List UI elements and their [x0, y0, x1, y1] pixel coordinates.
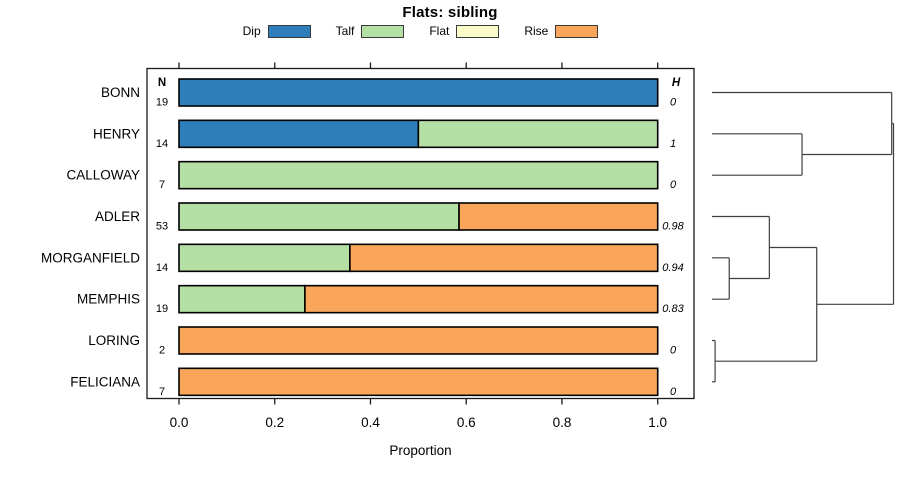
h-value-adler: 0.98 — [662, 220, 684, 232]
bar-segment-morganfield-rise — [349, 243, 659, 273]
x-axis-tick-label: 0.4 — [361, 415, 380, 430]
x-axis-tick-label: 1.0 — [648, 415, 667, 430]
category-label-feliciana: FELICIANA — [70, 374, 140, 389]
x-axis-tick-label: 0.2 — [265, 415, 284, 430]
legend-item-flat: Flat — [429, 24, 500, 38]
h-column-header: H — [672, 77, 681, 89]
h-value-bonn: 0 — [670, 97, 677, 109]
x-axis-title: Proportion — [389, 443, 452, 458]
bar-segment-henry-dip — [178, 119, 420, 149]
n-column-header: N — [158, 77, 166, 89]
legend-swatch — [361, 24, 405, 38]
legend: Dip Talf Flat Rise — [147, 24, 694, 38]
n-value-bonn: 19 — [156, 97, 168, 109]
h-value-memphis: 0.83 — [662, 303, 684, 315]
category-label-henry: HENRY — [93, 126, 140, 141]
bar-segment-memphis-rise — [304, 284, 659, 314]
chart-title: Flats: sibling — [402, 4, 498, 21]
n-value-memphis: 19 — [156, 303, 168, 315]
legend-label: Flat — [429, 24, 450, 38]
bar-segment-calloway-talf — [178, 160, 659, 190]
h-value-calloway: 0 — [670, 179, 677, 191]
category-label-adler: ADLER — [95, 209, 140, 224]
bar-segment-feliciana-rise — [178, 367, 659, 397]
bar-segment-morganfield-talf — [178, 243, 351, 273]
n-value-calloway: 7 — [159, 179, 165, 191]
legend-label: Dip — [242, 24, 261, 38]
category-label-calloway: CALLOWAY — [66, 168, 140, 183]
bar-segment-henry-talf — [417, 119, 659, 149]
x-axis-tick-label: 0.0 — [170, 415, 189, 430]
h-value-loring: 0 — [670, 344, 677, 356]
bar-segment-adler-talf — [178, 202, 460, 231]
bar-segment-loring-rise — [178, 326, 659, 355]
category-label-loring: LORING — [88, 333, 140, 348]
bar-segment-adler-rise — [458, 202, 659, 231]
n-value-henry: 14 — [156, 138, 168, 150]
category-label-memphis: MEMPHIS — [77, 292, 140, 307]
bar-segment-bonn-dip — [178, 78, 659, 107]
n-value-loring: 2 — [159, 344, 165, 356]
legend-item-talf: Talf — [336, 24, 405, 38]
n-value-adler: 53 — [156, 220, 168, 232]
legend-label: Rise — [524, 24, 549, 38]
x-axis-tick-label: 0.6 — [457, 415, 476, 430]
h-value-henry: 1 — [670, 138, 676, 150]
h-value-feliciana: 0 — [670, 386, 677, 398]
category-label-morganfield: MORGANFIELD — [41, 250, 140, 265]
n-value-feliciana: 7 — [159, 386, 165, 398]
legend-swatch — [456, 24, 500, 38]
h-value-morganfield: 0.94 — [662, 262, 683, 274]
legend-label: Talf — [335, 24, 355, 38]
legend-item-dip: Dip — [243, 24, 311, 38]
x-axis-tick-label: 0.8 — [553, 415, 572, 430]
legend-swatch — [555, 24, 599, 38]
legend-item-rise: Rise — [524, 24, 599, 38]
plot-border — [146, 67, 695, 400]
legend-swatch — [267, 24, 311, 38]
category-label-bonn: BONN — [101, 85, 140, 100]
n-value-morganfield: 14 — [156, 262, 168, 274]
bar-segment-memphis-talf — [178, 284, 306, 314]
